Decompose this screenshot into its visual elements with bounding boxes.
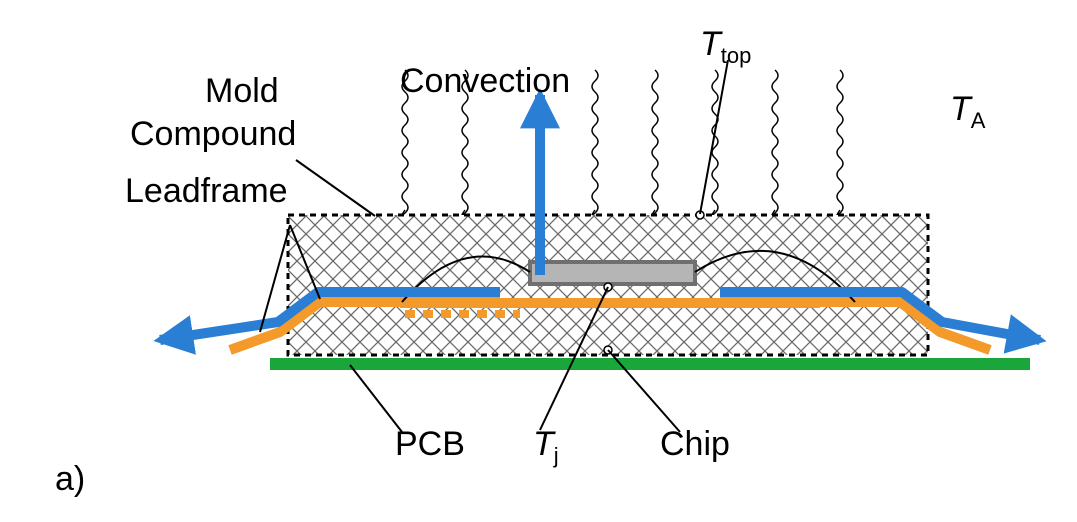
label-t-j: Tj bbox=[533, 425, 559, 468]
convection-squiggle bbox=[652, 70, 658, 215]
label-mold-2: Compound bbox=[130, 115, 296, 153]
convection-squiggle bbox=[837, 70, 843, 215]
label-mold-1: Mold bbox=[205, 72, 279, 110]
label-pcb: PCB bbox=[395, 425, 465, 463]
leader-pcb bbox=[350, 365, 402, 432]
pcb bbox=[270, 358, 1030, 370]
chip bbox=[530, 262, 695, 284]
label-chip: Chip bbox=[660, 425, 730, 463]
label-panel-id: a) bbox=[55, 460, 85, 498]
label-t-top: Ttop bbox=[700, 25, 751, 68]
convection-squiggle bbox=[592, 70, 598, 215]
label-convection: Convection bbox=[400, 62, 570, 100]
leader-mold bbox=[296, 160, 375, 216]
label-t-a: TA bbox=[950, 90, 986, 133]
convection-squiggle bbox=[772, 70, 778, 215]
label-leadframe: Leadframe bbox=[125, 172, 288, 210]
